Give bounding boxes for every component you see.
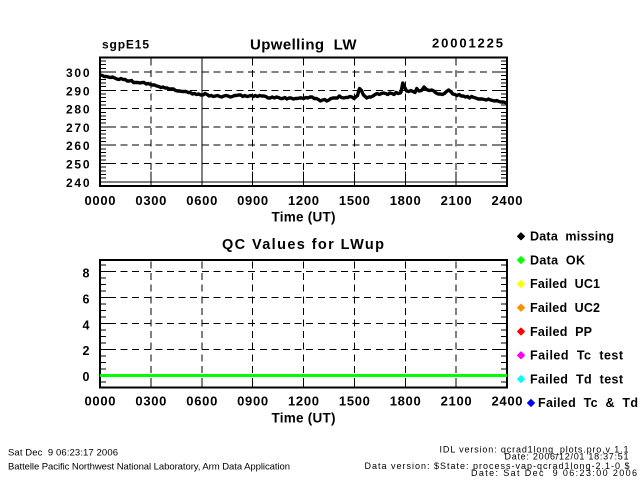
svg-text:1800: 1800: [390, 394, 421, 409]
svg-text:Data missing: Data missing: [530, 230, 614, 244]
svg-text:260: 260: [66, 139, 90, 153]
svg-text:0: 0: [83, 370, 90, 384]
svg-text:Time (UT): Time (UT): [272, 210, 336, 225]
svg-text:0600: 0600: [186, 394, 217, 409]
svg-text:Date: 2006/12/01 18:37:51: Date: 2006/12/01 18:37:51: [505, 451, 629, 461]
svg-text:Failed UC2: Failed UC2: [530, 301, 600, 315]
svg-text:20001225: 20001225: [432, 36, 503, 51]
svg-text:0300: 0300: [135, 193, 166, 208]
svg-text:sgpE15: sgpE15: [102, 37, 149, 51]
svg-text:2100: 2100: [441, 193, 472, 208]
svg-text:Upwelling LW: Upwelling LW: [250, 37, 357, 54]
svg-text:270: 270: [66, 121, 90, 135]
svg-text:Sat Dec 9 06:23:17 2006: Sat Dec 9 06:23:17 2006: [8, 448, 118, 459]
svg-text:Failed Tc & Td: Failed Tc & Td: [538, 396, 638, 410]
svg-text:Time (UT): Time (UT): [272, 410, 336, 425]
svg-text:0300: 0300: [135, 394, 166, 409]
svg-text:240: 240: [66, 176, 90, 190]
svg-text:Failed Td test: Failed Td test: [530, 372, 624, 386]
svg-text:IDL version: qcrad1long_plots.: IDL version: qcrad1long_plots.pro,v 1.1: [440, 444, 629, 454]
svg-text:1200: 1200: [288, 193, 319, 208]
svg-text:Failed UC1: Failed UC1: [530, 277, 600, 291]
svg-text:Data version: $State: process-: Data version: $State: process-vap-qcrad1…: [365, 461, 630, 471]
svg-text:6: 6: [83, 292, 90, 306]
svg-text:0600: 0600: [186, 193, 217, 208]
svg-text:250: 250: [66, 158, 90, 172]
svg-text:Battelle Pacific Northwest Nat: Battelle Pacific Northwest National Labo…: [8, 462, 290, 473]
svg-text:2100: 2100: [441, 394, 472, 409]
svg-text:Failed PP: Failed PP: [530, 325, 592, 339]
svg-text:2400: 2400: [492, 193, 523, 208]
svg-text:290: 290: [66, 84, 90, 98]
svg-text:1200: 1200: [288, 394, 319, 409]
svg-text:1500: 1500: [339, 394, 370, 409]
svg-text:0900: 0900: [237, 193, 268, 208]
svg-text:4: 4: [83, 318, 90, 332]
svg-text:0000: 0000: [85, 193, 116, 208]
svg-text:1500: 1500: [339, 193, 370, 208]
svg-text:Data OK: Data OK: [530, 253, 585, 267]
svg-text:2400: 2400: [492, 394, 523, 409]
svg-text:2: 2: [83, 344, 90, 358]
svg-text:Date: Sat Dec 9 06:23:00 2006: Date: Sat Dec 9 06:23:00 2006: [471, 468, 637, 478]
svg-text:0000: 0000: [85, 394, 116, 409]
svg-text:QC Values for LWup: QC Values for LWup: [222, 237, 384, 253]
svg-text:300: 300: [66, 66, 90, 80]
svg-text:8: 8: [83, 267, 90, 281]
svg-text:280: 280: [66, 103, 90, 117]
svg-text:Failed Tc test: Failed Tc test: [530, 349, 624, 363]
svg-text:0900: 0900: [237, 394, 268, 409]
svg-text:1800: 1800: [390, 193, 421, 208]
